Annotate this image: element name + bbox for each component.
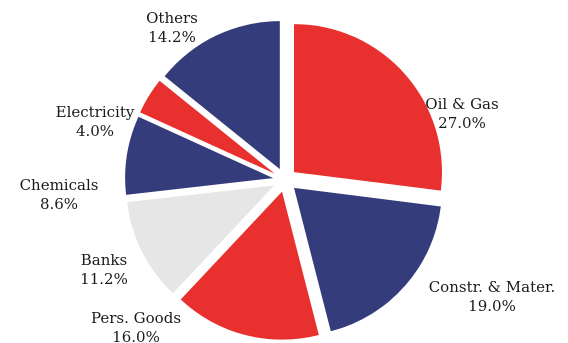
slice-value-pers-goods: 16.0% [112, 328, 160, 343]
slice-value-chemicals: 8.6% [40, 195, 78, 213]
pie-slice-oil-gas [294, 24, 443, 191]
slice-label-oil-gas: Oil & Gas [425, 95, 498, 113]
pie-slice-others [164, 21, 280, 170]
pie-slice-banks [127, 185, 275, 294]
slice-label-constr-mater: Constr. & Mater. [429, 278, 556, 296]
slice-value-oil-gas: 27.0% [438, 114, 486, 132]
slice-value-electricity: 4.0% [76, 122, 114, 140]
pie-slice-chemicals [125, 116, 274, 195]
slice-label-banks: Banks [81, 251, 127, 269]
slice-label-pers-goods: Pers. Goods [91, 309, 181, 327]
slice-label-chemicals: Chemicals [20, 176, 99, 194]
slice-value-others: 14.2% [148, 28, 196, 46]
pie-slice-electricity [140, 80, 275, 174]
slice-value-banks: 11.2% [80, 270, 128, 288]
slice-value-constr-mater: 19.0% [468, 297, 516, 315]
slice-label-others: Others [146, 9, 198, 27]
pie-slice-constr-mater [294, 187, 441, 332]
pie-slice-pers-goods [180, 191, 319, 340]
slice-label-electricity: Electricity [56, 103, 135, 121]
